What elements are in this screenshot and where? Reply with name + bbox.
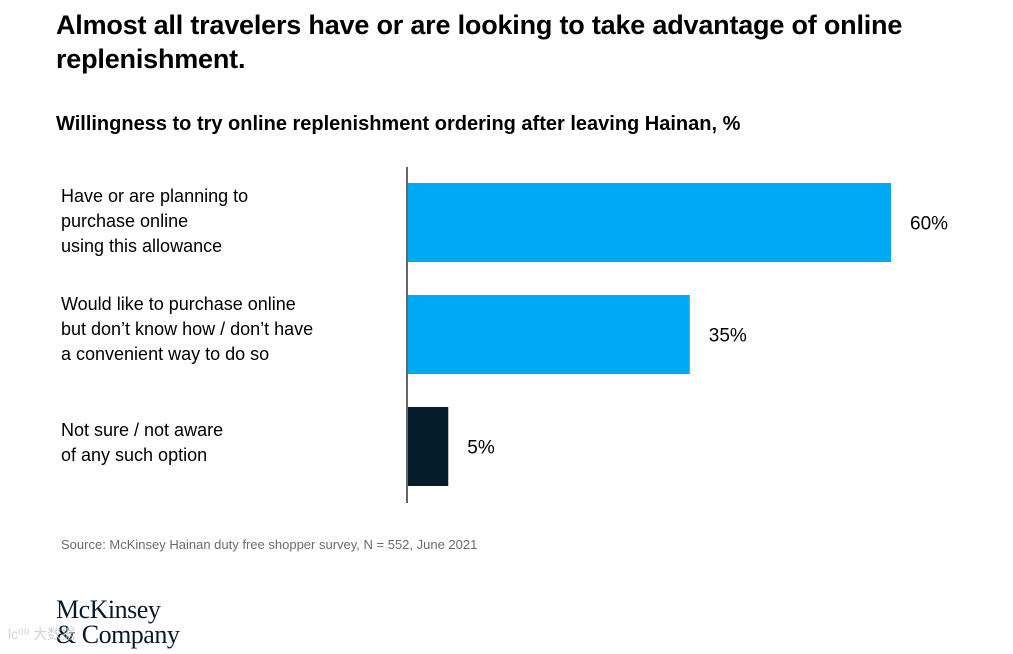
mckinsey-logo: McKinsey & Company [56,595,180,649]
category-label-1: Have or are planning to purchase online … [61,186,249,256]
logo-line-2: & Company [56,620,180,649]
category-label-3: Not sure / not aware of any such option [61,420,224,465]
value-label-3: 5% [467,438,495,459]
bar-3 [408,407,449,486]
source-note: Source: McKinsey Hainan duty free shoppe… [61,537,478,552]
bar-1 [408,183,891,262]
category-label-2: Would like to purchase online but don’t … [61,294,314,364]
value-label-2: 35% [709,326,747,347]
chart-title: Almost all travelers have or are looking… [56,10,903,74]
watermark-text: lc⁰⁰ 大数据 [8,626,76,642]
value-label-1: 60% [910,214,948,235]
bar-2 [408,295,690,374]
logo-line-1: McKinsey [56,595,161,624]
chart-subtitle: Willingness to try online replenishment … [56,113,741,135]
